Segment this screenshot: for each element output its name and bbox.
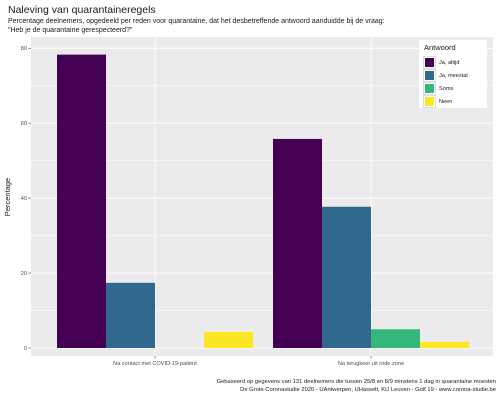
y-tick-label: 60 — [21, 121, 27, 127]
legend-title: Antwoord — [424, 43, 456, 52]
x-axis-ticks: Na contact met COVID-19-patiënt Na terugk… — [113, 356, 404, 367]
bars — [57, 54, 469, 349]
x-tick-label: Na terugkeer uit rode zone — [338, 361, 404, 367]
legend-swatch — [423, 95, 436, 108]
legend-swatch — [423, 82, 436, 95]
x-tick-label: Na contact met COVID-19-patiënt — [113, 361, 197, 367]
bar-ja-altijd-0 — [57, 54, 106, 349]
legend-swatch — [423, 56, 436, 69]
legend-label: Ja, meestal — [439, 72, 468, 79]
legend: Antwoord Ja, altijd Ja, meestal Soms Neen — [419, 40, 487, 108]
bar-ja-altijd-1 — [273, 138, 322, 348]
y-tick-label: 0 — [24, 346, 27, 352]
y-tick-label: 40 — [21, 196, 27, 202]
legend-label: Neen — [439, 98, 453, 105]
legend-swatch — [423, 69, 436, 82]
bar-neen-0 — [204, 331, 253, 348]
chart-title: Naleving van quarantaineregels — [8, 4, 156, 16]
chart-subtitle: Percentage deelnemers, opgedeeld per red… — [8, 18, 385, 34]
legend-item: Ja, altijd — [423, 56, 487, 69]
y-axis-title: Percentage — [3, 178, 12, 216]
chart-caption: Gebaseerd op gegevens van 131 deelnemers… — [216, 379, 496, 393]
y-tick-label: 20 — [21, 271, 27, 277]
bar-ja-meestal-1 — [322, 206, 371, 348]
bar-neen-1 — [420, 342, 469, 348]
legend-label: Soms — [439, 85, 454, 92]
bar-ja-meestal-0 — [106, 282, 155, 348]
y-axis-ticks: 0 20 40 60 80 — [21, 46, 31, 352]
legend-item: Neen — [423, 95, 487, 108]
legend-label: Ja, altijd — [439, 59, 460, 66]
bar-soms-1 — [371, 329, 420, 348]
legend-item: Ja, meestal — [423, 69, 487, 82]
y-tick-label: 80 — [21, 46, 27, 52]
legend-item: Soms — [423, 82, 487, 95]
